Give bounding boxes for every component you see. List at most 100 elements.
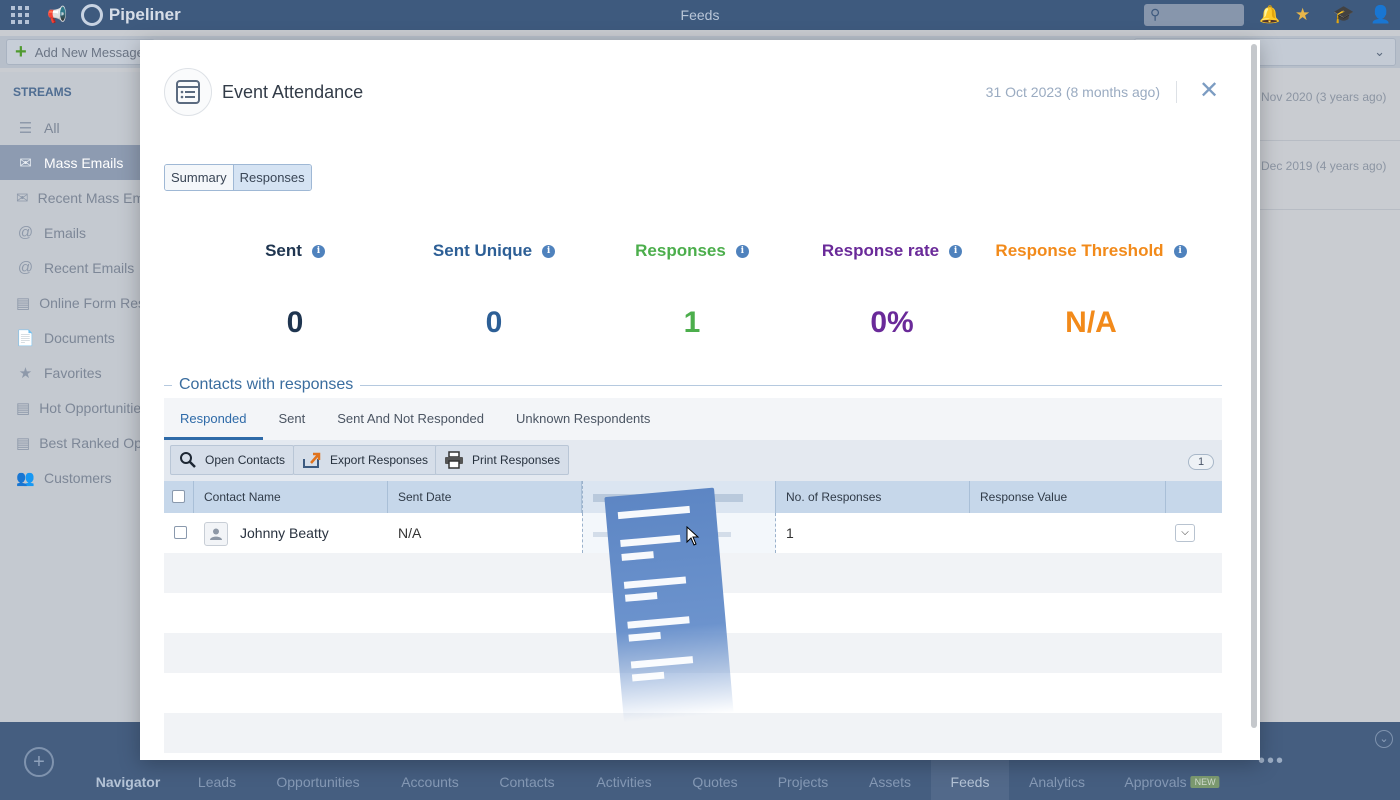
printer-icon <box>445 451 463 469</box>
sidebar-item-documents[interactable]: 📄 Documents <box>0 320 140 355</box>
ranked-icon: ▤ <box>16 434 31 452</box>
sidebar-item-all[interactable]: ☰ All <box>0 110 140 145</box>
app-logo[interactable]: Pipeliner <box>80 4 181 26</box>
open-contacts-button[interactable]: Open Contacts <box>170 445 295 475</box>
grid-toolbar: Open Contacts Export Responses Print Res… <box>164 440 1222 481</box>
sidebar-item-label: Hot Opportunities <box>39 399 140 416</box>
info-icon[interactable]: i <box>542 244 556 258</box>
nav-accounts[interactable]: Accounts <box>401 774 459 790</box>
add-new-message-button[interactable]: + Add New Message <box>6 39 155 65</box>
global-search[interactable]: ⚲ <box>1144 4 1244 26</box>
contacts-section-header: Contacts with responses <box>164 376 1222 396</box>
col-contact-name[interactable]: Contact Name <box>194 481 388 513</box>
sidebar-item-label: Recent Emails <box>44 259 135 276</box>
sidebar-item-label: All <box>44 119 60 136</box>
col-no-of-responses[interactable]: No. of Responses <box>776 481 970 513</box>
sidebar-item-hot-opportunities[interactable]: ▤ Hot Opportunities <box>0 390 140 425</box>
stat-label: Responses <box>635 241 726 260</box>
nav-approvals[interactable]: Approvals NEW <box>1124 774 1220 790</box>
recent-email-icon: @ <box>17 259 34 276</box>
sidebar-item-best-ranked[interactable]: ▤ Best Ranked Opportunities <box>0 425 140 460</box>
col-sent-date[interactable]: Sent Date <box>388 481 582 513</box>
app-brand: Pipeliner <box>108 5 181 24</box>
row-menu-button[interactable]: ⌵ <box>1175 513 1195 553</box>
stat-responses: Responses i 1 <box>592 234 792 340</box>
more-icon[interactable]: ••• <box>1258 750 1286 772</box>
megaphone-icon[interactable]: 📢 <box>47 7 67 24</box>
print-responses-label: Print Responses <box>472 453 561 467</box>
print-responses-button[interactable]: Print Responses <box>435 445 570 475</box>
response-tabs: Responded Sent Sent And Not Responded Un… <box>164 398 1222 440</box>
export-responses-label: Export Responses <box>330 453 429 467</box>
hot-icon: ▤ <box>16 399 31 417</box>
info-icon[interactable]: i <box>1173 244 1187 258</box>
bell-icon[interactable]: 🔔 <box>1259 5 1281 24</box>
stat-sent-unique: Sent Unique i 0 <box>394 234 594 340</box>
sidebar-item-label: Favorites <box>44 364 102 381</box>
nav-activities[interactable]: Activities <box>596 774 652 790</box>
info-icon[interactable]: i <box>735 244 749 258</box>
open-contacts-label: Open Contacts <box>205 453 286 467</box>
contact-name[interactable]: Johnny Beatty <box>240 525 329 541</box>
select-all-checkbox[interactable] <box>172 490 185 503</box>
nav-navigator[interactable]: Navigator <box>95 774 161 790</box>
nav-analytics[interactable]: Analytics <box>1028 774 1086 790</box>
graduation-cap-icon[interactable]: 🎓 <box>1333 5 1355 24</box>
star-icon[interactable]: ★ <box>1295 5 1311 24</box>
customers-icon: 👥 <box>16 469 35 487</box>
sidebar-item-recent-emails[interactable]: @ Recent Emails <box>0 250 140 285</box>
nav-feeds[interactable]: Feeds <box>950 774 990 790</box>
close-icon[interactable]: ✕ <box>1199 77 1220 104</box>
plus-icon: + <box>15 40 27 63</box>
nav-contacts[interactable]: Contacts <box>499 774 555 790</box>
add-circle-button[interactable]: + <box>24 747 54 777</box>
list-icon: ☰ <box>18 119 33 137</box>
info-icon[interactable]: i <box>311 244 325 258</box>
user-icon[interactable]: 👤 <box>1370 5 1392 24</box>
feed-item-date[interactable]: Dec 2019 (4 years ago) <box>1260 141 1400 210</box>
chevron-down-icon: ⌵ <box>1175 524 1195 542</box>
responses-tab[interactable]: Responses <box>232 165 311 190</box>
nav-projects[interactable]: Projects <box>777 774 829 790</box>
sidebar-item-online-form-responses[interactable]: ▤ Online Form Responses <box>0 285 140 320</box>
feed-item-date[interactable]: Nov 2020 (3 years ago) <box>1260 72 1400 141</box>
modal-scrollbar[interactable] <box>1251 44 1257 728</box>
collapse-chevron-icon[interactable]: ⌄ <box>1375 730 1393 748</box>
recent-mass-email-icon: ✉ <box>16 189 29 207</box>
nav-leads[interactable]: Leads <box>197 774 237 790</box>
sidebar-item-label: Documents <box>44 329 115 346</box>
nav-assets[interactable]: Assets <box>868 774 912 790</box>
sidebar-item-mass-emails[interactable]: ✉ Mass Emails <box>0 145 140 180</box>
stat-value: 0 <box>485 306 503 339</box>
top-bar: 📢 Pipeliner Feeds ⚲ 🔔 ★ 🎓 👤 <box>0 0 1400 30</box>
summary-tab[interactable]: Summary <box>165 165 233 190</box>
mouse-cursor-icon <box>686 526 700 546</box>
nav-quotes[interactable]: Quotes <box>692 774 738 790</box>
stat-value: N/A <box>1065 306 1117 339</box>
stat-value: 0 <box>286 306 304 339</box>
stat-value: 1 <box>683 306 701 339</box>
info-icon[interactable]: i <box>949 244 963 258</box>
nav-opportunities[interactable]: Opportunities <box>276 774 360 790</box>
col-response-value[interactable]: Response Value <box>970 481 1166 513</box>
row-checkbox[interactable] <box>174 526 187 539</box>
tab-sent-not-responded[interactable]: Sent And Not Responded <box>337 411 484 426</box>
tab-unknown-respondents[interactable]: Unknown Respondents <box>515 411 651 426</box>
streams-sidebar: STREAMS ☰ All ✉ Mass Emails ✉ Recent Mass E… <box>0 72 140 722</box>
form-document-icon <box>164 68 212 116</box>
export-responses-button[interactable]: Export Responses <box>293 445 438 475</box>
table-row-empty <box>164 713 1222 753</box>
magnifier-icon <box>180 452 196 468</box>
stat-response-threshold: Response Threshold i N/A <box>991 234 1191 340</box>
no-of-responses: 1 <box>786 525 794 541</box>
apps-grid-icon[interactable] <box>11 6 29 24</box>
star-icon: ★ <box>18 364 33 382</box>
sidebar-item-emails[interactable]: @ Emails <box>0 215 140 250</box>
sidebar-item-recent-mass-emails[interactable]: ✉ Recent Mass Emails <box>0 180 140 215</box>
tab-responded[interactable]: Responded <box>164 398 263 440</box>
sidebar-item-customers[interactable]: 👥 Customers <box>0 460 140 495</box>
sidebar-item-favorites[interactable]: ★ Favorites <box>0 355 140 390</box>
tab-sent[interactable]: Sent <box>278 411 306 426</box>
dragged-column-ghost[interactable] <box>604 487 734 723</box>
section-title: Contacts with responses <box>172 376 361 394</box>
